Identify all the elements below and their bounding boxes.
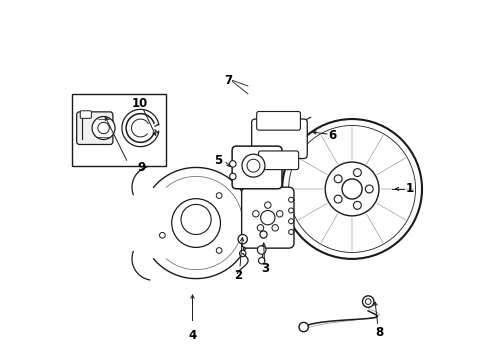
Circle shape xyxy=(229,161,236,167)
Text: 5: 5 xyxy=(214,154,222,167)
Circle shape xyxy=(288,197,293,202)
Circle shape xyxy=(257,225,263,231)
Circle shape xyxy=(353,201,361,209)
Text: 4: 4 xyxy=(188,329,196,342)
Text: 8: 8 xyxy=(375,326,383,339)
Circle shape xyxy=(159,233,165,238)
FancyBboxPatch shape xyxy=(232,146,282,189)
Circle shape xyxy=(264,202,270,208)
Text: 7: 7 xyxy=(224,74,232,87)
Circle shape xyxy=(288,219,293,224)
FancyBboxPatch shape xyxy=(80,111,91,118)
Circle shape xyxy=(365,185,372,193)
Circle shape xyxy=(288,208,293,213)
Circle shape xyxy=(98,122,109,134)
FancyBboxPatch shape xyxy=(241,187,293,248)
Circle shape xyxy=(362,296,373,307)
Text: 2: 2 xyxy=(234,269,242,282)
Circle shape xyxy=(333,195,342,203)
Circle shape xyxy=(246,159,260,172)
Circle shape xyxy=(181,204,211,234)
Text: 10: 10 xyxy=(131,98,147,111)
FancyBboxPatch shape xyxy=(77,112,113,144)
Text: 3: 3 xyxy=(260,262,268,275)
Circle shape xyxy=(229,173,236,180)
Bar xyxy=(72,94,165,166)
Circle shape xyxy=(258,257,264,264)
Circle shape xyxy=(288,126,415,252)
Circle shape xyxy=(257,246,265,254)
Circle shape xyxy=(239,250,245,257)
Circle shape xyxy=(216,248,222,253)
Circle shape xyxy=(260,231,266,238)
Circle shape xyxy=(271,225,278,231)
Circle shape xyxy=(171,199,220,247)
Circle shape xyxy=(92,117,115,139)
Circle shape xyxy=(216,193,222,198)
FancyBboxPatch shape xyxy=(258,151,298,170)
FancyBboxPatch shape xyxy=(251,119,306,158)
Text: 1: 1 xyxy=(405,183,413,195)
Circle shape xyxy=(353,168,361,176)
Circle shape xyxy=(242,154,264,177)
Circle shape xyxy=(298,322,308,332)
Circle shape xyxy=(288,229,293,234)
Circle shape xyxy=(333,175,342,183)
Circle shape xyxy=(252,211,259,217)
Circle shape xyxy=(260,211,274,225)
Circle shape xyxy=(238,234,247,244)
FancyBboxPatch shape xyxy=(256,112,300,130)
Circle shape xyxy=(325,162,378,216)
Text: 6: 6 xyxy=(327,129,336,142)
Text: 9: 9 xyxy=(137,161,145,174)
Circle shape xyxy=(282,119,421,259)
Circle shape xyxy=(365,299,370,305)
Circle shape xyxy=(276,211,283,217)
Circle shape xyxy=(341,179,362,199)
